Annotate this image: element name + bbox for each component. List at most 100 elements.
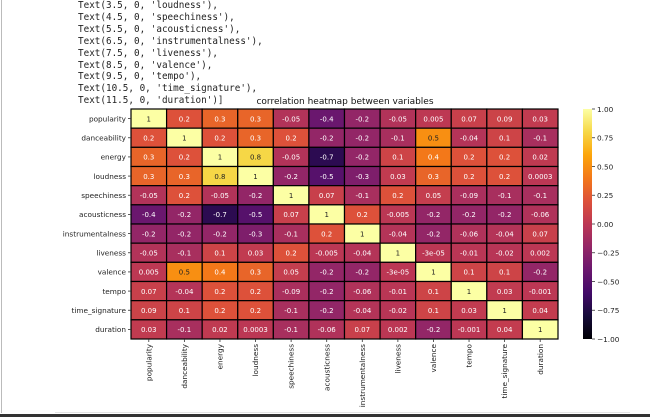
cell-annotation: 0.07 <box>354 326 370 334</box>
cell-annotation: 0.1 <box>214 250 225 258</box>
cell-annotation: -0.09 <box>282 288 300 296</box>
cell-annotation: 0.5 <box>428 135 439 143</box>
colorbar-tick-label: 0.25 <box>597 191 613 200</box>
cell-annotation: 0.07 <box>532 230 548 238</box>
cell-annotation: -0.02 <box>389 307 407 315</box>
cell-annotation: -0.1 <box>533 192 547 200</box>
colorbar-tick-label: −0.25 <box>597 249 619 258</box>
cell-annotation: -0.2 <box>533 269 547 277</box>
y-tick-label: loudness <box>94 172 127 181</box>
cell-annotation: -0.2 <box>355 115 369 123</box>
cell-annotation: 0.2 <box>499 173 510 181</box>
cell-annotation: 0.3 <box>250 115 261 123</box>
cell-annotation: 0.3 <box>428 173 439 181</box>
cell-annotation: -0.2 <box>498 211 512 219</box>
cell-annotation: -0.2 <box>427 326 441 334</box>
cell-annotation: -0.4 <box>320 115 334 123</box>
colorbar-tick-label: 0.00 <box>597 220 614 229</box>
cell-annotation: 0.09 <box>141 307 157 315</box>
cell-annotation: 1 <box>431 269 435 277</box>
cell-annotation: 0.4 <box>214 269 226 277</box>
chart-title: correlation heatmap between variables <box>256 97 434 107</box>
x-tick-label: acousticness <box>322 344 331 391</box>
cell-annotation: 0.002 <box>530 250 550 258</box>
cell-annotation: 0.3 <box>250 269 261 277</box>
cell-annotation: -0.05 <box>211 192 229 200</box>
y-tick-label: popularity <box>89 114 127 123</box>
cell-annotation: -0.2 <box>320 288 334 296</box>
y-tick-label: tempo <box>102 287 126 296</box>
cell-annotation: 0.02 <box>212 326 228 334</box>
cell-annotation: 0.1 <box>392 154 403 162</box>
y-tick-label: instrumentalness <box>63 229 126 238</box>
cell-annotation: 1 <box>289 192 293 200</box>
cell-annotation: -0.2 <box>355 269 369 277</box>
cell-annotation: -0.2 <box>320 307 334 315</box>
cell-annotation: 1 <box>467 288 471 296</box>
cell-annotation: 0.04 <box>497 326 513 334</box>
cell-annotation: 0.02 <box>532 154 548 162</box>
y-tick-label: energy <box>101 153 127 162</box>
x-tick-label: popularity <box>144 343 153 381</box>
cell-annotation: 0.04 <box>532 307 548 315</box>
x-tick-label: loudness <box>251 344 260 377</box>
horizontal-scrollbar[interactable] <box>0 414 650 417</box>
cell-annotation: -0.1 <box>533 135 547 143</box>
x-tick-label: speechiness <box>287 344 296 389</box>
x-tick-label: instrumentalness <box>358 344 367 407</box>
x-tick-label: duration <box>536 344 545 375</box>
cell-annotation: -0.04 <box>389 230 408 238</box>
y-tick-label: valence <box>98 268 127 277</box>
cell-annotation: -0.1 <box>391 135 405 143</box>
cell-annotation: 0.2 <box>286 135 297 143</box>
cell-annotation: -0.2 <box>320 269 334 277</box>
output-line: Text(6.5, 0, 'instrumentalness'), <box>78 35 263 47</box>
cell-annotation: 0.2 <box>214 288 225 296</box>
x-tick-label: liveness <box>393 344 402 374</box>
output-line: Text(8.5, 0, 'valence'), <box>78 59 213 71</box>
cell-annotation: -0.05 <box>389 115 407 123</box>
cell-annotation: 1 <box>538 326 542 334</box>
cell-annotation: 1 <box>253 173 257 181</box>
cell-annotation: 0.2 <box>214 307 225 315</box>
cell-annotation: -0.02 <box>496 250 514 258</box>
cell-annotation: -0.2 <box>178 211 192 219</box>
x-tick-label: danceability <box>180 343 189 388</box>
cell-annotation: 0.002 <box>388 326 408 334</box>
cell-annotation: -0.3 <box>249 230 263 238</box>
cell-annotation: 0.2 <box>321 230 332 238</box>
cell-annotation: 0.07 <box>141 288 157 296</box>
cell-annotation: -0.1 <box>284 307 298 315</box>
cell-annotation: -0.5 <box>249 211 263 219</box>
cell-annotation: 0.03 <box>497 288 513 296</box>
cell-annotation: -0.2 <box>178 230 192 238</box>
cell-annotation: -0.1 <box>178 326 192 334</box>
cell-annotation: -0.2 <box>427 230 441 238</box>
cell-annotation: -0.04 <box>353 307 372 315</box>
colorbar <box>583 109 592 339</box>
cell-annotation: 0.03 <box>390 173 406 181</box>
cell-annotation: -0.01 <box>460 250 478 258</box>
y-tick-label: danceability <box>81 134 126 143</box>
cell-annotation: 0.2 <box>392 192 403 200</box>
cell-annotation: 0.03 <box>461 307 477 315</box>
x-tick-label: tempo <box>465 343 474 367</box>
cell-annotation: 0.2 <box>179 115 190 123</box>
cell-annotation: -0.2 <box>355 154 369 162</box>
cell-annotation: 0.05 <box>283 269 299 277</box>
cell-annotation: 0.2 <box>499 154 510 162</box>
cell-annotation: 0.3 <box>250 135 261 143</box>
cell-text-output: Text(3.5, 0, 'loudness'), Text(4.5, 0, 's… <box>78 0 263 107</box>
cell-annotation: 0.03 <box>141 326 157 334</box>
cell-annotation: -0.1 <box>284 326 298 334</box>
cell-annotation: 0.1 <box>499 135 510 143</box>
output-line: Text(11.5, 0, 'duration')] <box>78 95 224 107</box>
output-line: Text(7.5, 0, 'liveness'), <box>78 47 218 59</box>
x-tick-label: time_signature <box>500 343 509 398</box>
cell-annotation: 0.3 <box>143 173 154 181</box>
cell-annotation: -0.05 <box>282 154 300 162</box>
cell-annotation: 0.8 <box>250 154 261 162</box>
cell-annotation: 0.2 <box>214 135 225 143</box>
